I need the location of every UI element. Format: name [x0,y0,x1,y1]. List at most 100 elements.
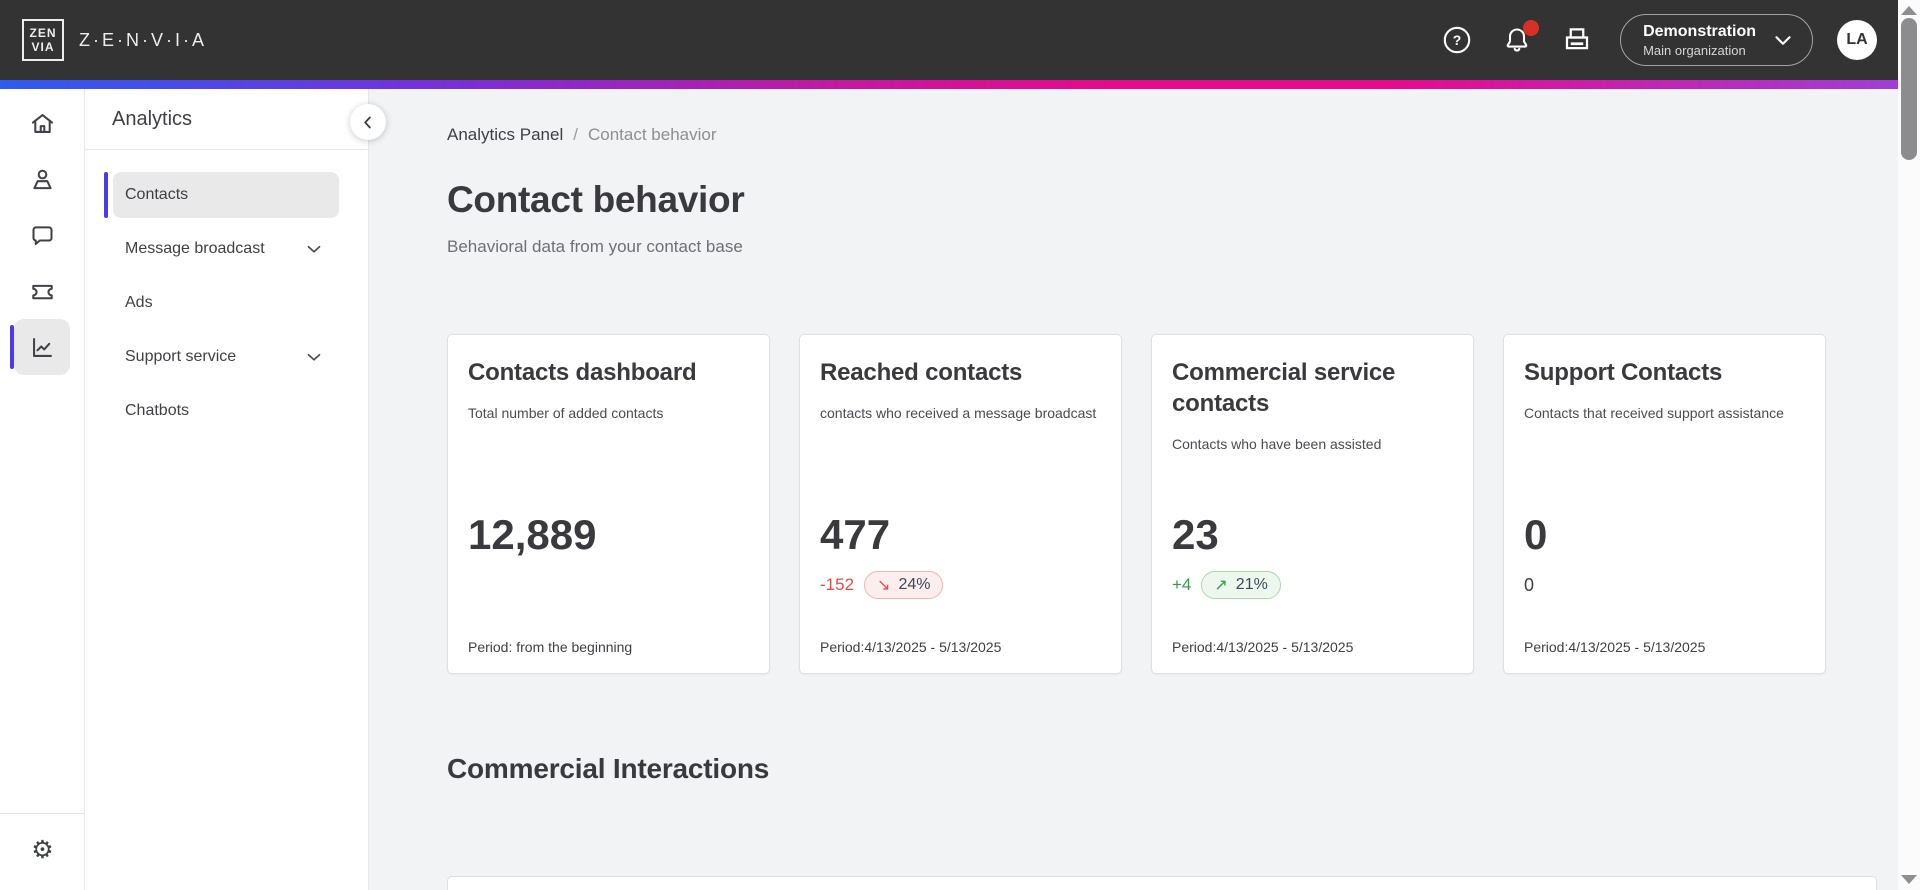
print-button[interactable] [1560,23,1594,57]
rail-item-analytics[interactable] [0,319,85,375]
ticket-icon [31,284,53,299]
delta-value: +4 [1172,575,1192,594]
card-contacts-dashboard: Contacts dashboard Total number of added… [447,334,770,674]
chevron-down-icon [303,238,325,260]
card-title: Commercial service contacts [1172,359,1396,417]
help-icon: ? [1443,26,1471,54]
rail-item-contacts[interactable] [0,151,85,207]
topbar: ZEN VIA Z·E·N·V·I·A ? [0,0,1920,80]
page-title: Contact behavior [447,179,745,220]
scrollbar-up-arrow[interactable] [1901,6,1917,15]
card-period: Period:4/13/2025 - 5/13/2025 [1524,639,1706,655]
accent-gradient-bar [0,80,1920,89]
card-value: 23 [1172,511,1219,558]
card-value: 12,889 [468,511,597,558]
sidebar-nav: Contacts Message broadcast Ads Support s… [85,150,368,434]
vertical-scrollbar[interactable] [1898,0,1920,890]
brand: ZEN VIA Z·E·N·V·I·A [22,19,207,61]
topbar-actions: ? Demonstration Main [1414,14,1877,66]
commercial-interactions-card [447,876,1877,890]
scrollbar-thumb[interactable] [1901,18,1917,160]
card-value: 477 [820,511,891,558]
trend-badge-down: ↘ 24% [864,571,944,599]
sidebar-item-label: Contacts [125,186,189,203]
sidebar-item-label: Chatbots [125,402,190,419]
notifications-button[interactable] [1500,20,1540,57]
card-period: Period:4/13/2025 - 5/13/2025 [1172,639,1354,655]
printer-icon [1565,28,1589,50]
sidebar-item-chatbots[interactable]: Chatbots [113,388,339,434]
sidebar-item-support-service[interactable]: Support service [113,334,339,380]
sidebar-item-label: Ads [125,294,153,311]
rail-item-conversations[interactable] [0,207,85,263]
breadcrumb-separator: / [573,125,578,144]
kpi-cards-row: Contacts dashboard Total number of added… [447,334,1826,674]
logo-text-top: ZEN [29,26,57,40]
person-icon [32,169,52,189]
card-delta-row: +4 ↗ 21% [1172,571,1281,599]
line-chart-icon [32,337,52,357]
icon-rail: ⚙ [0,89,85,890]
analytics-sidebar: Analytics Contacts Message broadcast [85,89,386,890]
main-content: Analytics Panel / Contact behavior Conta… [370,89,1898,890]
sidebar-header: Analytics [85,89,368,150]
card-description: Contacts who have been assisted [1172,436,1382,452]
sidebar-item-ads[interactable]: Ads [113,280,339,326]
breadcrumb-analytics-panel[interactable]: Analytics Panel [447,125,564,144]
rail-items [0,89,84,375]
organization-subtitle: Main organization [1643,42,1746,58]
delta-value: 0 [1524,574,1535,595]
scrollbar-down-arrow[interactable] [1901,875,1917,884]
sidebar-item-label: Support service [125,348,237,365]
card-title: Support Contacts [1524,359,1723,386]
settings-button[interactable]: ⚙ [0,822,85,878]
chevron-down-icon [1775,36,1791,45]
sidebar-collapse-button[interactable] [350,104,386,140]
card-description: contacts who received a message broadcas… [820,405,1097,421]
card-period: Period:4/13/2025 - 5/13/2025 [820,639,1002,655]
logo-text-bottom: VIA [31,40,55,54]
delta-value: -152 [820,575,855,594]
sidebar-item-contacts[interactable]: Contacts [104,172,339,218]
chat-icon [31,225,53,245]
zenvia-logo-icon: ZEN VIA [22,19,64,61]
section-title-commercial-interactions: Commercial Interactions [447,753,770,784]
page-subtitle: Behavioral data from your contact base [447,237,743,256]
home-icon [31,113,53,133]
chevron-down-icon [303,346,325,368]
gear-icon: ⚙ [31,836,54,864]
sidebar-item-label: Message broadcast [125,240,265,257]
sidebar-item-message-broadcast[interactable]: Message broadcast [113,226,339,272]
breadcrumb-current: Contact behavior [587,125,717,144]
card-delta-row: -152 ↘ 24% [820,571,944,599]
help-button[interactable]: ? [1440,23,1474,57]
rail-item-tickets[interactable] [0,263,85,319]
bell-icon [1506,28,1528,52]
card-value: 0 [1524,511,1548,558]
breadcrumb: Analytics Panel / Contact behavior [447,125,717,145]
card-reached-contacts: Reached contacts contacts who received a… [799,334,1122,674]
sidebar-title: Analytics [112,107,193,130]
card-commercial-service-contacts: Commercial service contacts Contacts who… [1151,334,1474,674]
trend-badge-up: ↗ 21% [1201,571,1281,599]
chevron-left-icon [364,116,371,129]
card-description: Contacts that received support assistanc… [1524,405,1784,421]
svg-text:?: ? [1453,32,1462,48]
card-delta-row: 0 [1524,571,1534,599]
organization-name: Demonstration [1643,22,1756,40]
rail-item-home[interactable] [0,95,85,151]
card-description: Total number of added contacts [468,405,664,421]
notification-badge [1523,20,1540,36]
card-period: Period: from the beginning [468,639,633,655]
badge-percent: 24% [898,576,931,593]
active-item-indicator [104,172,108,218]
arrow-down-right-icon: ↘ [877,577,891,594]
organization-selector[interactable]: Demonstration Main organization [1620,14,1813,66]
user-avatar[interactable]: LA [1837,20,1877,60]
active-rail-indicator [9,325,14,369]
card-title: Reached contacts [820,359,1023,386]
badge-percent: 21% [1235,576,1268,593]
card-title: Contacts dashboard [468,359,697,386]
brand-wordmark: Z·E·N·V·I·A [79,29,207,50]
